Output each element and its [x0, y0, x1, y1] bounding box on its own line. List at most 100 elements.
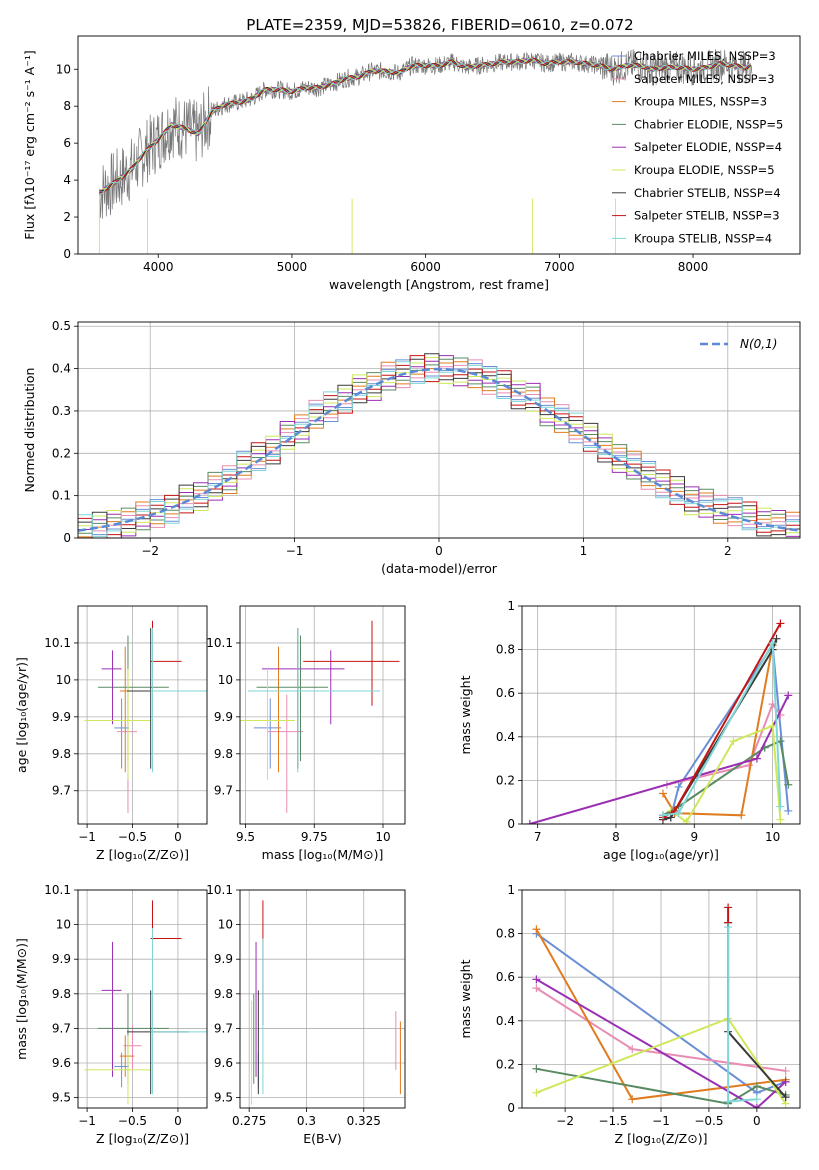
y-tick-label: 0 — [507, 817, 515, 831]
y-axis-label: mass weight — [458, 959, 473, 1038]
legend-label: Kroupa STELIB, NSSP=4 — [634, 231, 772, 245]
panel-mass-vs-Z: −1 −0.5 0 9.5 9.6 9.7 9.8 9.9 10 10.1 Z [log₁₀(Z/Z… — [14, 883, 208, 1146]
y-tick-label: 10.1 — [44, 883, 71, 897]
y-tick-label: 9.5 — [52, 1091, 71, 1105]
y-axis-label: Flux [fλ10⁻¹⁷ erg cm⁻² s⁻¹ A⁻¹] — [22, 50, 37, 239]
legend-label: Chabrier STELIB, NSSP=4 — [634, 186, 781, 200]
x-tick-label: 9.5 — [236, 830, 255, 844]
weight-marker — [658, 789, 667, 798]
y-tick-label: 9.9 — [52, 710, 71, 724]
panel-spectrum: Chabrier MILES, NSSP=3 Salpeter MILES, NS… — [22, 35, 801, 292]
plot-area — [78, 353, 800, 538]
y-tick-label: 0 — [507, 1101, 515, 1115]
plot-area — [250, 900, 401, 1105]
legend-label: Kroupa MILES, NSSP=3 — [634, 95, 767, 109]
x-tick-label: 0 — [174, 1114, 182, 1128]
histogram-8 — [78, 361, 800, 537]
x-tick-label: −2 — [556, 1114, 574, 1128]
y-tick-label: 0.5 — [52, 319, 71, 333]
x-axis-label: Z [log₁₀(Z/Z⊙)] — [96, 847, 189, 862]
y-tick-label: 10 — [56, 918, 71, 932]
plot-area — [525, 619, 793, 824]
plot-area — [532, 903, 790, 1108]
x-tick-label: 6000 — [410, 260, 441, 274]
panel-age-vs-Z: −1 −0.5 0 9.7 9.8 9.9 10 10.1 Z [log₁₀(Z/Z⊙)] age… — [14, 605, 208, 862]
y-tick-label: 9.8 — [52, 747, 71, 761]
weight-marker — [768, 639, 777, 648]
axes-frame — [239, 605, 406, 825]
y-tick-label: 9.8 — [52, 987, 71, 1001]
legend: N(0,1) — [700, 337, 777, 351]
y-tick-label: 0.1 — [52, 489, 71, 503]
y-tick-label: 9.8 — [214, 987, 233, 1001]
panel-mass-vs-ebv: 0.275 0.3 0.325 9.5 9.6 9.7 9.8 9.9 10 10.1 E(B-V) — [206, 883, 406, 1146]
y-tick-label: 9.6 — [214, 1056, 233, 1070]
weight-marker — [682, 817, 691, 824]
x-tick-label: −1 — [652, 1114, 670, 1128]
x-tick-label: 8000 — [678, 260, 709, 274]
y-tick-label: 9.9 — [214, 710, 233, 724]
legend-label: Chabrier ELODIE, NSSP=5 — [634, 117, 783, 131]
weight-marker — [532, 1064, 541, 1073]
y-tick-label: 4 — [63, 173, 71, 187]
y-tick-label: 0.2 — [496, 1057, 515, 1071]
weight-marker — [781, 1066, 790, 1075]
x-tick-label: 8 — [612, 830, 620, 844]
weight-line-0 — [669, 642, 790, 818]
panel-weight-vs-age: 7 8 9 10 0 0.2 0.4 0.6 0.8 1 age [log₁₀(age/yr)] ma… — [458, 599, 801, 862]
panel-residuals: N(0,1) −2 −1 0 1 2 0 0.1 0.2 0.3 0.4 0.5 (data-model… — [22, 319, 801, 576]
spectrum-data-line — [99, 49, 753, 219]
weight-marker — [776, 802, 785, 811]
x-tick-label: −1 — [78, 830, 96, 844]
weight-marker — [658, 811, 667, 820]
x-tick-label: 0.3 — [297, 1114, 316, 1128]
legend-label: Chabrier MILES, NSSP=3 — [634, 49, 776, 63]
x-tick-label: −1.5 — [598, 1114, 627, 1128]
axes-frame — [239, 889, 406, 1109]
weight-marker — [752, 1095, 761, 1104]
weight-marker — [525, 820, 534, 824]
y-tick-label: 8 — [63, 99, 71, 113]
weight-marker — [724, 903, 733, 912]
histogram-7 — [78, 355, 800, 538]
x-tick-label: −1 — [78, 1114, 96, 1128]
weight-marker — [724, 1097, 733, 1106]
y-tick-label: 10.1 — [206, 883, 233, 897]
x-tick-label: 7000 — [544, 260, 575, 274]
weight-marker — [772, 634, 781, 643]
y-tick-label: 0.2 — [52, 446, 71, 460]
weight-marker — [752, 1082, 761, 1091]
weight-line-3 — [662, 739, 790, 817]
x-tick-label: −0.5 — [694, 1114, 723, 1128]
weight-marker — [674, 809, 683, 818]
x-tick-label: 9.75 — [301, 830, 328, 844]
weight-marker — [532, 975, 541, 984]
y-tick-label: 0.6 — [496, 686, 515, 700]
weight-marker — [784, 691, 793, 700]
figure-title: PLATE=2359, MJD=53826, FIBERID=0610, z=0… — [246, 16, 633, 34]
weight-marker — [532, 984, 541, 993]
axes-frame — [521, 605, 801, 825]
y-tick-label: 9.8 — [214, 747, 233, 761]
y-tick-label: 10 — [218, 918, 233, 932]
y-tick-label: 0.2 — [496, 773, 515, 787]
x-tick-label: 4000 — [143, 260, 174, 274]
weight-marker — [776, 619, 785, 628]
legend-label: N(0,1) — [740, 337, 777, 351]
x-tick-label: 0.275 — [232, 1114, 266, 1128]
x-tick-label: 1 — [580, 544, 588, 558]
axes-frame — [77, 605, 208, 825]
x-tick-label: 9 — [690, 830, 698, 844]
y-tick-label: 10 — [56, 673, 71, 687]
y-tick-label: 0.8 — [496, 927, 515, 941]
y-tick-label: 9.7 — [52, 784, 71, 798]
y-axis-label: mass [log₁₀(M/M⊙)] — [14, 938, 29, 1060]
y-tick-label: 9.7 — [214, 1021, 233, 1035]
plot-area — [98, 49, 753, 254]
x-tick-label: 0 — [435, 544, 443, 558]
y-tick-label: 9.9 — [52, 952, 71, 966]
gaussian-curve — [78, 367, 800, 532]
x-tick-label: 7 — [534, 830, 542, 844]
y-tick-label: 6 — [63, 136, 71, 150]
